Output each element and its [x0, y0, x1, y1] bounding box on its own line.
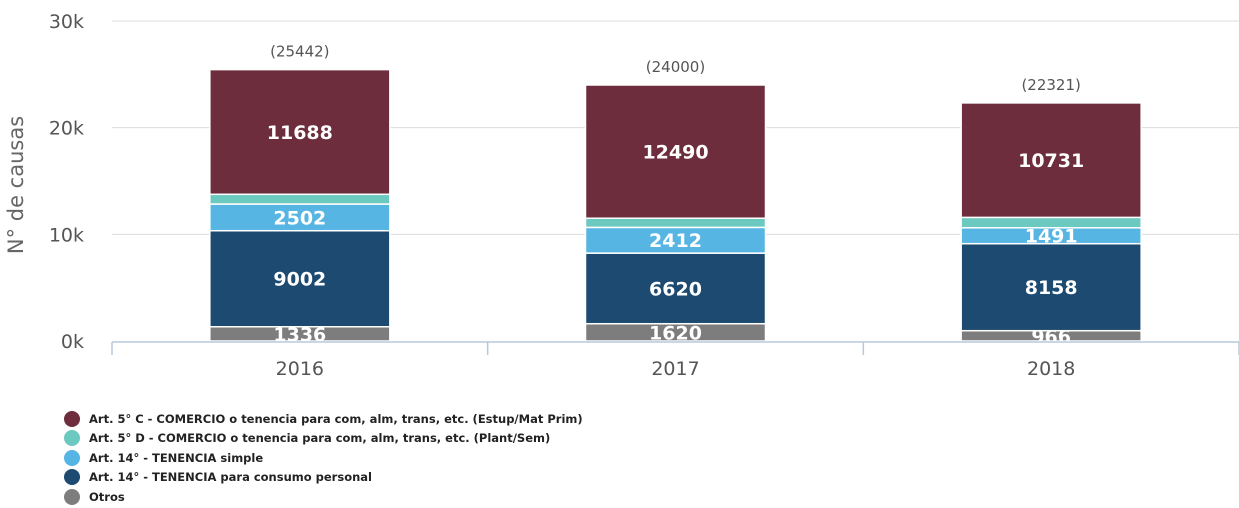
bar-segment: [209, 229, 391, 328]
data-label: 2412: [649, 230, 702, 252]
data-label: 10731: [1018, 150, 1084, 172]
legend-item[interactable]: Art. 14° - TENENCIA para consumo persona…: [64, 468, 583, 488]
bar-segment: [209, 68, 391, 196]
bar-segment: [584, 226, 767, 254]
bar-segment: [584, 84, 767, 219]
legend-swatch: [64, 430, 80, 447]
x-tick-label: 2018: [1027, 358, 1075, 380]
bar-segment: [960, 102, 1142, 219]
data-label: 2502: [273, 207, 326, 229]
legend-label: Art. 14° - TENENCIA para consumo persona…: [89, 470, 372, 485]
bar-segment: [209, 203, 391, 232]
legend-swatch: [64, 469, 80, 486]
x-tick-label: 2016: [276, 358, 324, 380]
legend-item[interactable]: Art. 5° D - COMERCIO o tenencia para com…: [64, 429, 583, 449]
legend-item[interactable]: Art. 5° C - COMERCIO o tenencia para com…: [64, 409, 583, 429]
bar-group-2017: 1620 6620 2412 12490 (24000): [584, 58, 767, 344]
y-axis-label: N° de causas: [4, 116, 28, 254]
legend: Art. 5° C - COMERCIO o tenencia para com…: [64, 409, 583, 507]
legend-label: Otros: [89, 489, 125, 504]
legend-swatch: [64, 410, 80, 427]
legend-swatch: [64, 488, 80, 505]
total-label: (22321): [1021, 76, 1080, 94]
data-label: 9002: [273, 269, 326, 291]
legend-item[interactable]: Otros: [64, 487, 583, 507]
total-label: (25442): [270, 43, 329, 61]
data-label: 6620: [649, 278, 702, 300]
y-tick-label: 10k: [49, 224, 84, 246]
y-axis: 0k 10k 20k 30k: [49, 11, 84, 353]
data-label: 1336: [273, 324, 326, 346]
y-tick-label: 30k: [49, 11, 84, 33]
data-label: 11688: [267, 122, 333, 144]
bar-segment: [960, 216, 1142, 229]
data-label: 1491: [1025, 226, 1078, 248]
stacked-bar-chart: 0k 10k 20k 30k N° de causas 1336 9002 2502 116…: [4, 11, 1239, 380]
bar-segment: [209, 193, 391, 205]
legend-label: Art. 5° D - COMERCIO o tenencia para com…: [89, 431, 551, 446]
x-tick-label: 2017: [651, 358, 699, 380]
bars: 1336 9002 2502 11688 (25442) 1620 6620 2412 1249…: [209, 43, 1142, 348]
legend-swatch: [64, 449, 80, 466]
bar-segment: [584, 252, 767, 325]
bar-segment: [584, 217, 767, 229]
legend-label: Art. 5° C - COMERCIO o tenencia para com…: [89, 411, 583, 426]
y-tick-label: 20k: [49, 118, 84, 140]
legend-label: Art. 14° - TENENCIA simple: [89, 450, 264, 465]
total-label: (24000): [646, 58, 705, 76]
data-label: 1620: [649, 322, 702, 344]
x-axis: 2016 2017 2018: [111, 341, 1239, 380]
bar-segment: [960, 242, 1142, 332]
bar-group-2016: 1336 9002 2502 11688 (25442): [209, 43, 391, 346]
y-tick-label: 0k: [61, 331, 84, 353]
data-label: 8158: [1025, 277, 1078, 299]
data-label: 12490: [642, 142, 708, 164]
legend-item[interactable]: Art. 14° - TENENCIA simple: [64, 448, 583, 468]
